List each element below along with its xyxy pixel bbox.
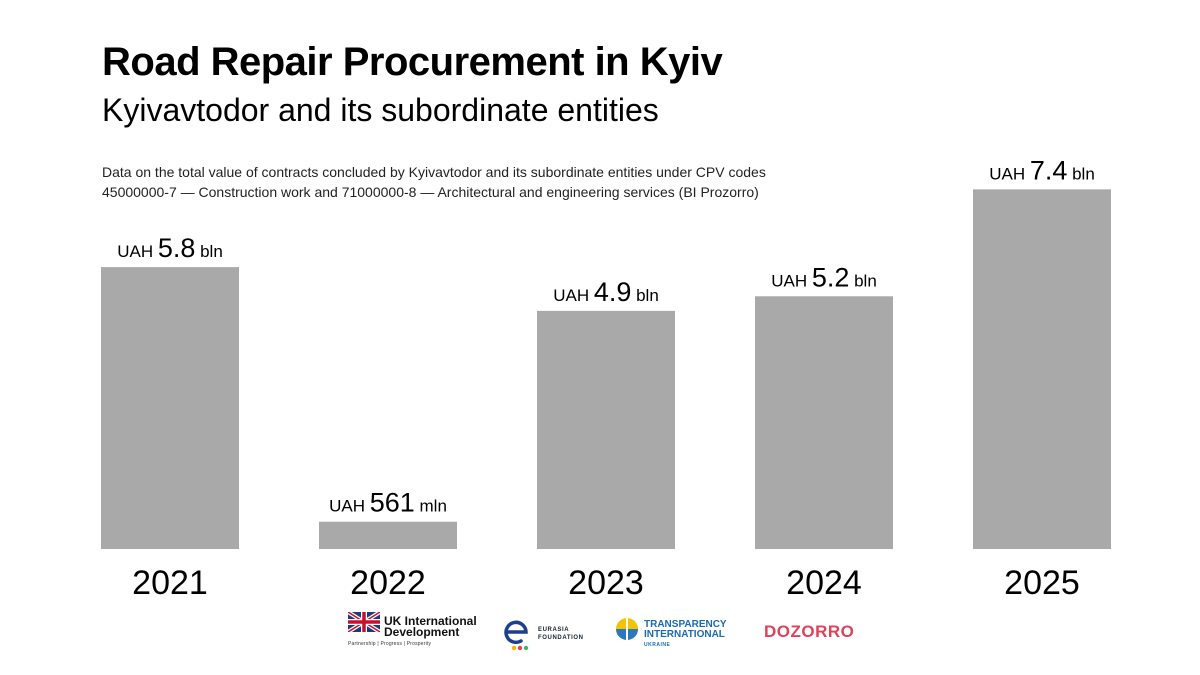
x-tick-label-2024: 2024 (786, 564, 862, 602)
x-tick-label-2025: 2025 (1004, 564, 1080, 602)
eurasia-foundation-wordmark: EURASIA FOUNDATION (538, 626, 584, 642)
data-source-note-line-2: 45000000-7 — Construction work and 71000… (102, 184, 759, 200)
bar-chart: UAH 5.8 bln 2021 UAH 561 mln 2022 UAH 4.9 bl… (101, 155, 1111, 602)
data-label-2023: UAH 4.9 bln (553, 277, 659, 307)
x-tick-label-2022: 2022 (350, 564, 426, 602)
uk-logo-tagline: Partnership | Progress | Prosperity (348, 641, 432, 647)
chart-title: Road Repair Procurement in Kyiv (102, 40, 723, 84)
data-source-note: Data on the total value of contracts con… (102, 162, 882, 202)
eurasia-wordmark-line-2: FOUNDATION (538, 635, 584, 641)
eurasia-foundation-logo: EURASIA FOUNDATION (500, 612, 583, 657)
x-tick-label-2021: 2021 (132, 564, 208, 602)
x-tick-label-2023: 2023 (568, 564, 644, 602)
eurasia-wordmark-line-1: EURASIA (538, 627, 570, 633)
uk-logo-line-1: UK International (384, 614, 477, 628)
data-label-2021: UAH 5.8 bln (117, 233, 223, 263)
uk-logo-line-2: Development (384, 625, 460, 639)
partner-logos: UK International Development Partnership… (0, 610, 1200, 657)
bar-2022 (319, 521, 457, 549)
chart-subtitle: Kyivavtodor and its subordinate entities (102, 92, 659, 128)
bar-2021 (101, 267, 239, 549)
eurasia-foundation-icon (504, 620, 529, 651)
data-label-2025: UAH 7.4 bln (989, 155, 1095, 185)
ti-wordmark-line-1: TRANSPARENCY (644, 619, 727, 630)
data-label-2024: UAH 5.2 bln (771, 262, 877, 292)
ti-wordmark-line-3: UKRAINE (644, 642, 671, 648)
ti-wordmark-line-2: INTERNATIONAL (644, 629, 725, 640)
bar-2023 (537, 310, 675, 549)
union-jack-icon (346, 610, 382, 634)
transparency-international-ukraine-logo: TRANSPARENCY INTERNATIONAL UKRAINE (614, 612, 727, 657)
data-source-note-line-1: Data on the total value of contracts con… (102, 164, 766, 180)
dozorro-logo: DOZORRO (764, 612, 864, 657)
uk-logo-wordmark: UK International Development (384, 614, 477, 639)
bar-2024 (755, 296, 893, 549)
data-label-2022: UAH 561 mln (329, 488, 447, 518)
transparency-international-wordmark: TRANSPARENCY INTERNATIONAL UKRAINE (644, 620, 727, 650)
dozorro-wordmark: DOZORRO (764, 622, 855, 641)
uk-international-development-logo: UK International Development Partnership… (346, 610, 477, 657)
bar-2025 (973, 189, 1111, 550)
transparency-international-icon (616, 618, 638, 640)
